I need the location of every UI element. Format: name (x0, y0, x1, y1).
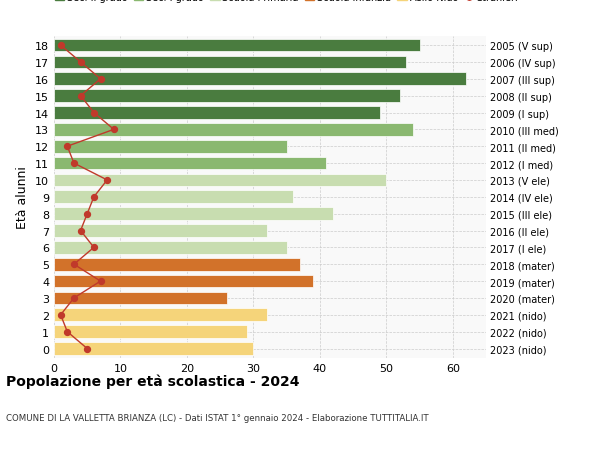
Bar (54, 107, 380, 119)
Bar (54, 208, 333, 220)
Y-axis label: Età alunni: Età alunni (16, 166, 29, 229)
Point (103, 177, 112, 184)
Point (109, 126, 119, 134)
Point (69, 160, 79, 168)
Bar (54, 325, 247, 338)
Point (76, 59, 85, 67)
Bar (54, 191, 293, 204)
Point (82, 345, 92, 353)
Point (89, 194, 98, 201)
Text: Popolazione per età scolastica - 2024: Popolazione per età scolastica - 2024 (6, 374, 299, 389)
Bar (54, 258, 300, 271)
Bar (54, 292, 227, 305)
Bar (54, 275, 313, 288)
Point (56, 42, 65, 50)
Bar (54, 342, 253, 355)
Bar (54, 124, 413, 136)
Point (96, 278, 106, 285)
Point (62, 143, 72, 151)
Point (69, 261, 79, 269)
Legend: Sec. II grado, Sec. I grado, Scuola Primaria, Scuola Infanzia, Asilo Nido, Stran: Sec. II grado, Sec. I grado, Scuola Prim… (55, 0, 518, 3)
Point (76, 227, 85, 235)
Bar (54, 157, 326, 170)
Bar (54, 309, 266, 321)
Bar (54, 225, 266, 237)
Text: COMUNE DI LA VALLETTA BRIANZA (LC) - Dati ISTAT 1° gennaio 2024 - Elaborazione T: COMUNE DI LA VALLETTA BRIANZA (LC) - Dat… (6, 413, 428, 422)
Bar (54, 140, 287, 153)
Point (56, 312, 65, 319)
Point (62, 328, 72, 336)
Point (96, 76, 106, 83)
Point (69, 295, 79, 302)
Bar (54, 56, 406, 69)
Point (89, 244, 98, 252)
Bar (54, 73, 466, 86)
Bar (54, 174, 386, 187)
Point (76, 93, 85, 100)
Bar (54, 90, 400, 103)
Bar (54, 241, 287, 254)
Point (89, 110, 98, 117)
Point (82, 211, 92, 218)
Bar (54, 39, 419, 52)
